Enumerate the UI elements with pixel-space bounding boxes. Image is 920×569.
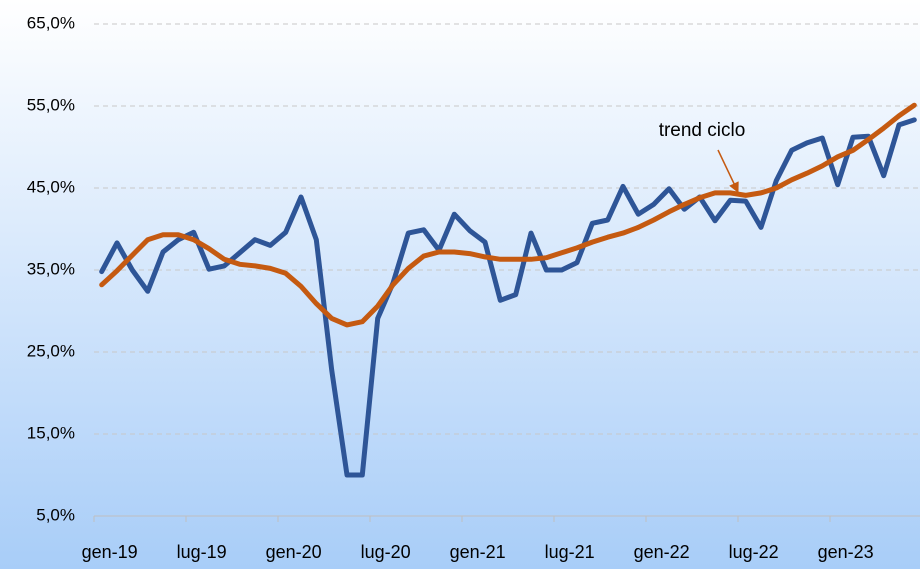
plot <box>99 102 917 478</box>
annotation: trend ciclo <box>659 120 746 141</box>
x-tick-label: lug-20 <box>361 542 411 562</box>
y-tick-label: 35,0% <box>27 259 75 278</box>
x-tick-label: gen-19 <box>82 542 138 562</box>
series-line <box>99 117 917 478</box>
x-tick-label: gen-20 <box>266 542 322 562</box>
grid <box>93 23 920 522</box>
annotation-arrow <box>717 149 739 193</box>
y-tick-label: 45,0% <box>27 177 75 196</box>
y-tick-label: 65,0% <box>27 13 75 32</box>
x-tick-label: lug-19 <box>177 542 227 562</box>
x-tick-label: lug-22 <box>729 542 779 562</box>
series-line <box>99 102 917 328</box>
x-tick-label: gen-23 <box>818 542 874 562</box>
y-tick-label: 15,0% <box>27 423 75 442</box>
y-tick-label: 5,0% <box>36 505 75 524</box>
x-tick-label: lug-21 <box>545 542 595 562</box>
x-tick-label: gen-21 <box>450 542 506 562</box>
y-tick-label: 55,0% <box>27 95 75 114</box>
y-tick-label: 25,0% <box>27 341 75 360</box>
x-tick-label: gen-22 <box>634 542 690 562</box>
